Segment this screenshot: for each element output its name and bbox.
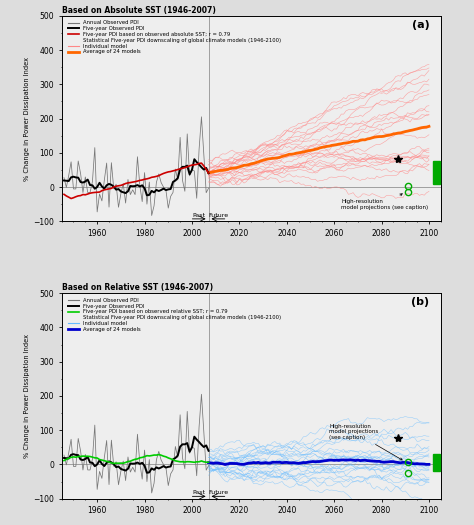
Y-axis label: % Change in Power Dissipation Index: % Change in Power Dissipation Index: [24, 334, 30, 458]
Text: Based on Relative SST (1946-2007): Based on Relative SST (1946-2007): [62, 284, 213, 292]
Bar: [433, 161, 440, 184]
Legend: Annual Observed PDI, Five-year Observed PDI, Five-year PDI based on observed rel: Annual Observed PDI, Five-year Observed …: [68, 298, 281, 332]
Text: (b): (b): [411, 297, 429, 307]
Text: High-resolution
model projections (see caption): High-resolution model projections (see c…: [341, 194, 428, 210]
Y-axis label: % Change in Power Dissipation Index: % Change in Power Dissipation Index: [24, 57, 30, 181]
Text: High-resolution
model projections
(see caption): High-resolution model projections (see c…: [329, 424, 402, 460]
Text: (a): (a): [412, 20, 429, 30]
Text: Past: Past: [192, 213, 206, 217]
Text: Based on Absolute SST (1946-2007): Based on Absolute SST (1946-2007): [62, 6, 216, 15]
Bar: [433, 454, 440, 471]
Legend: Annual Observed PDI, Five-year Observed PDI, Five-year PDI based on observed abs: Annual Observed PDI, Five-year Observed …: [68, 20, 281, 55]
Text: Future: Future: [208, 213, 228, 217]
Text: Future: Future: [208, 490, 228, 495]
Text: Past: Past: [192, 490, 206, 495]
